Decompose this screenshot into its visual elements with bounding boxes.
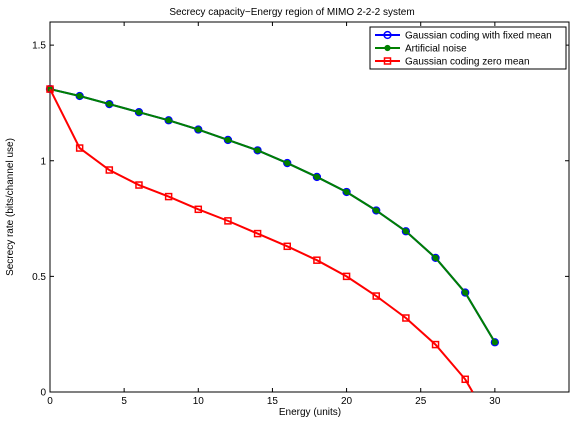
y-tick-label: 1.5 xyxy=(32,41,46,52)
data-point xyxy=(165,117,172,124)
x-tick-label: 15 xyxy=(267,396,279,407)
x-tick-label: 30 xyxy=(489,396,501,407)
data-point xyxy=(254,147,261,154)
data-point xyxy=(431,340,440,349)
legend: Gaussian coding with fixed mean Artificia… xyxy=(369,26,567,70)
data-point xyxy=(491,339,498,346)
series-2 xyxy=(46,85,474,393)
data-point xyxy=(383,30,392,40)
y-tick-label: 0.5 xyxy=(32,272,46,283)
data-point xyxy=(283,242,292,251)
data-point xyxy=(431,253,440,263)
data-point xyxy=(373,207,380,214)
data-point xyxy=(135,109,143,116)
data-point xyxy=(195,126,202,133)
data-point xyxy=(76,92,83,100)
data-point xyxy=(342,187,351,197)
data-point xyxy=(384,44,391,52)
data-point xyxy=(462,289,469,296)
plot-area xyxy=(49,21,570,393)
data-point xyxy=(372,206,381,215)
data-point xyxy=(490,338,500,347)
data-point xyxy=(194,125,203,134)
y-axis-label: Secrecy rate (bits/channel use) xyxy=(5,138,16,276)
x-tick-label: 0 xyxy=(47,396,53,407)
data-point xyxy=(253,229,262,238)
legend-entry: Gaussian coding zero mean xyxy=(375,57,530,68)
data-point xyxy=(313,256,321,264)
y-tick-label: 0 xyxy=(40,388,46,399)
axes-layer: 0 5 10 15 20 25 30 0 0.5 1 1.5 xyxy=(32,22,569,407)
data-point xyxy=(372,292,380,300)
legend-entry: Artificial noise xyxy=(375,44,467,55)
data-point xyxy=(75,144,84,152)
series-1 xyxy=(46,85,498,346)
legend-label: Gaussian coding zero mean xyxy=(405,57,530,68)
x-axis-label: Energy (units) xyxy=(279,407,341,418)
data-point xyxy=(401,227,411,236)
y-tick-label: 1 xyxy=(40,156,46,167)
chart-title: Secrecy capacity−Energy region of MIMO 2… xyxy=(169,7,414,18)
data-point xyxy=(46,85,54,93)
x-tick-label: 10 xyxy=(193,396,205,407)
data-point xyxy=(461,288,470,297)
x-tick-label: 20 xyxy=(341,396,353,407)
data-point xyxy=(342,272,351,281)
data-point xyxy=(224,136,232,144)
data-point xyxy=(135,181,143,189)
data-point xyxy=(284,159,291,167)
legend-label: Gaussian coding with fixed mean xyxy=(405,31,552,42)
x-tick-label: 5 xyxy=(121,396,127,407)
data-point xyxy=(283,158,292,168)
x-tick-label: 25 xyxy=(415,396,427,407)
data-point xyxy=(313,173,321,181)
data-point xyxy=(312,172,322,182)
series-line xyxy=(49,88,474,393)
legend-entry: Gaussian coding with fixed mean xyxy=(375,31,552,42)
data-point xyxy=(432,254,439,261)
legend-label: Artificial noise xyxy=(405,44,467,55)
series-line xyxy=(49,88,496,343)
series-layer xyxy=(45,84,500,393)
data-point xyxy=(343,188,350,196)
data-point xyxy=(164,192,173,201)
legend-box xyxy=(369,26,567,70)
data-point xyxy=(402,314,410,322)
data-point xyxy=(383,57,392,65)
data-point xyxy=(461,375,469,384)
data-point xyxy=(223,135,233,145)
data-point xyxy=(253,146,262,155)
data-point xyxy=(105,166,114,174)
data-point xyxy=(402,228,409,235)
data-point xyxy=(224,217,232,225)
data-point xyxy=(194,205,203,214)
data-point xyxy=(106,100,113,108)
